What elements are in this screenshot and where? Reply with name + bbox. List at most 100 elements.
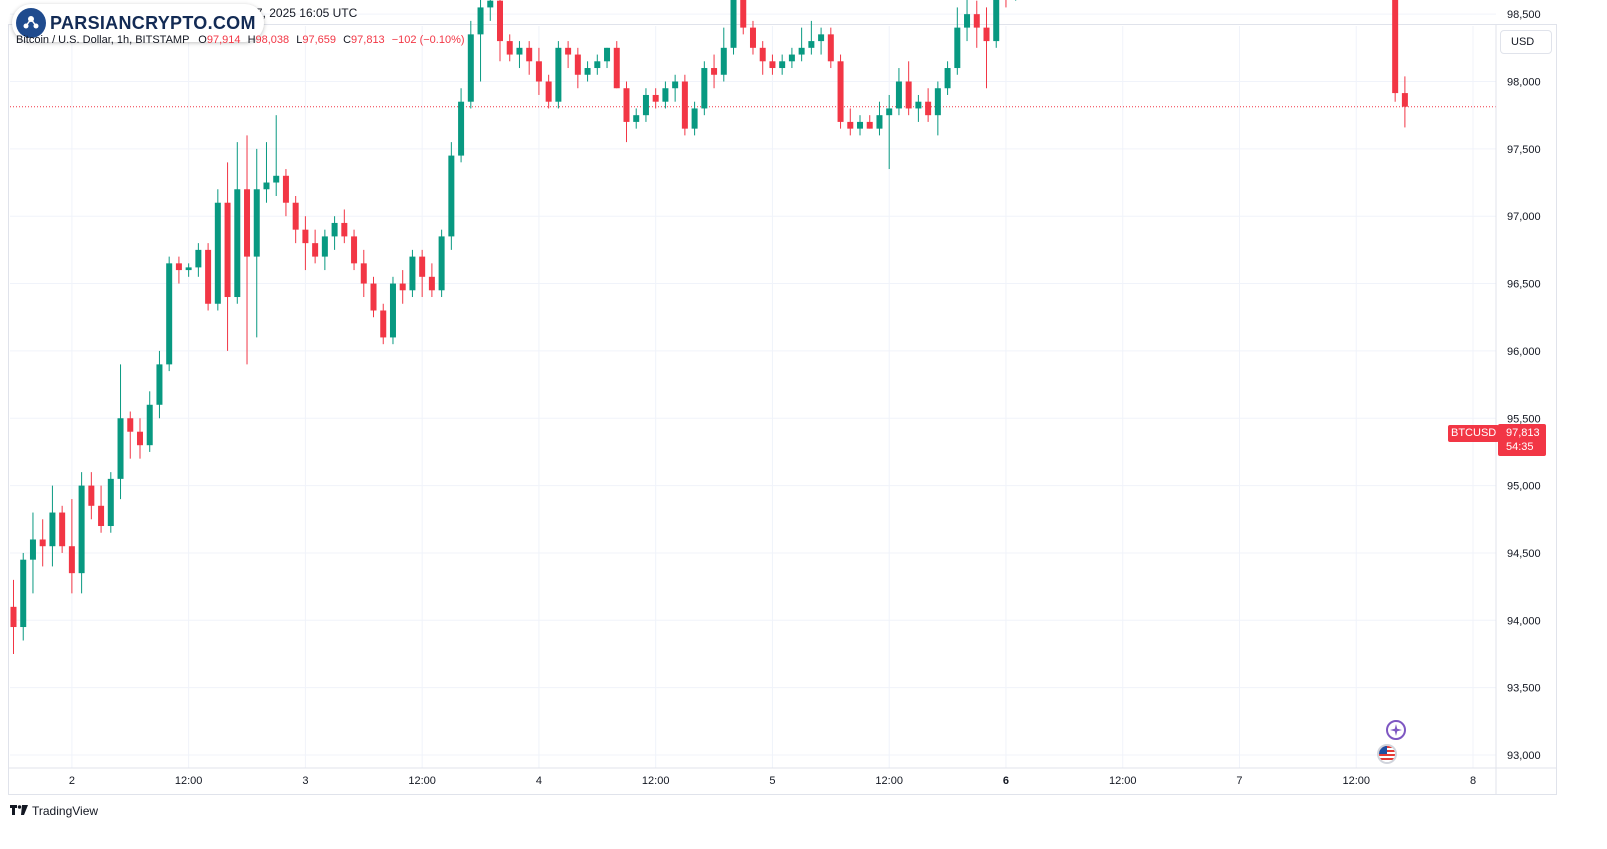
candle bbox=[68, 499, 75, 594]
candle bbox=[886, 94, 893, 170]
candle bbox=[321, 229, 328, 271]
candle-body bbox=[166, 263, 173, 365]
candle bbox=[49, 485, 56, 567]
watermark-badge: PARSIANCRYPTO.COM bbox=[12, 4, 264, 42]
candle-body bbox=[818, 34, 825, 42]
y-tick-label: 98,500 bbox=[1507, 9, 1541, 21]
candle bbox=[925, 88, 932, 122]
candle bbox=[535, 47, 542, 95]
x-tick-label: 5 bbox=[769, 775, 775, 787]
candle-body bbox=[49, 512, 56, 547]
candle bbox=[98, 485, 105, 533]
candle-body bbox=[633, 115, 640, 122]
ohlc-legend: Bitcoin / U.S. Dollar, 1h, BITSTAMP O97,… bbox=[16, 34, 465, 46]
candle bbox=[672, 74, 679, 102]
y-tick-label: 94,000 bbox=[1507, 615, 1541, 627]
candle-body bbox=[98, 505, 105, 527]
last-price-tag: 97,813 54:35 bbox=[1498, 424, 1546, 456]
candle bbox=[866, 115, 873, 129]
candle-body bbox=[837, 61, 844, 122]
candle-body bbox=[711, 68, 718, 75]
candle-body bbox=[623, 88, 630, 122]
candle-body bbox=[419, 256, 426, 277]
candle bbox=[701, 61, 708, 116]
candle bbox=[934, 81, 941, 136]
candle-body bbox=[185, 267, 192, 271]
candle bbox=[205, 243, 212, 311]
currency-button[interactable]: USD bbox=[1500, 30, 1552, 54]
candle-body bbox=[1392, 0, 1399, 94]
candle bbox=[642, 88, 649, 122]
candle-body bbox=[312, 243, 319, 257]
candle bbox=[409, 249, 416, 298]
candle-body bbox=[691, 108, 698, 129]
grid bbox=[10, 13, 1496, 768]
candle-body bbox=[59, 512, 66, 547]
candle bbox=[749, 20, 756, 55]
tradingview-logo-icon bbox=[10, 803, 28, 818]
candle-body bbox=[993, 0, 1000, 42]
candle bbox=[730, 0, 737, 55]
footer: TradingView bbox=[10, 803, 98, 818]
candle-body bbox=[1401, 93, 1408, 107]
candle bbox=[273, 115, 280, 196]
candle-body bbox=[535, 61, 542, 82]
candle-body bbox=[234, 189, 241, 298]
candle bbox=[29, 512, 36, 594]
candle-body bbox=[983, 27, 990, 42]
candle-body bbox=[934, 88, 941, 116]
candle-body bbox=[428, 276, 435, 291]
candle-body bbox=[720, 47, 727, 75]
candle bbox=[1015, 0, 1017, 1]
candle-body bbox=[448, 155, 455, 237]
symbol-price-tag: BTCUSD bbox=[1448, 425, 1500, 442]
candle-body bbox=[730, 0, 737, 48]
candle-body bbox=[827, 34, 834, 62]
candle-body bbox=[545, 81, 552, 102]
candle-body bbox=[477, 7, 484, 35]
candle bbox=[905, 61, 912, 116]
candle bbox=[993, 0, 1000, 48]
candle bbox=[613, 41, 620, 89]
candle bbox=[623, 81, 630, 143]
candle-body bbox=[925, 101, 932, 116]
candle bbox=[351, 229, 358, 271]
candle-body bbox=[438, 236, 445, 291]
candle-body bbox=[88, 485, 95, 506]
last-price-value: 97,813 bbox=[1506, 427, 1540, 439]
candle bbox=[1005, 0, 1007, 8]
us-flag-event-icon[interactable] bbox=[1377, 744, 1397, 764]
candle-body bbox=[370, 283, 377, 311]
candle-body bbox=[788, 54, 795, 62]
candle bbox=[895, 68, 902, 116]
candle bbox=[487, 0, 494, 21]
candle-body bbox=[399, 283, 406, 291]
candle-body bbox=[380, 310, 387, 338]
candle-body bbox=[740, 0, 747, 28]
candle bbox=[78, 472, 85, 594]
candle-body bbox=[798, 47, 805, 55]
candle bbox=[779, 54, 786, 75]
candle-body bbox=[866, 121, 873, 129]
y-tick-label: 95,000 bbox=[1507, 481, 1541, 493]
candle-body bbox=[604, 47, 611, 62]
candle bbox=[847, 108, 854, 136]
footer-brand: TradingView bbox=[32, 803, 99, 818]
candle bbox=[594, 54, 601, 75]
candle-body bbox=[292, 202, 299, 230]
candle-body bbox=[681, 81, 688, 129]
candle-body bbox=[331, 222, 338, 237]
candle-body bbox=[253, 189, 260, 257]
candle bbox=[107, 472, 114, 533]
event-star-icon[interactable] bbox=[1386, 720, 1406, 740]
candle bbox=[399, 270, 406, 304]
candle-body bbox=[613, 47, 620, 89]
candle-body bbox=[876, 115, 883, 129]
candle-body bbox=[964, 14, 971, 28]
candle-body bbox=[263, 182, 270, 190]
x-tick-label: 12:00 bbox=[1342, 775, 1370, 787]
candle bbox=[973, 0, 980, 48]
candle-body bbox=[107, 478, 114, 527]
candle bbox=[428, 263, 435, 298]
